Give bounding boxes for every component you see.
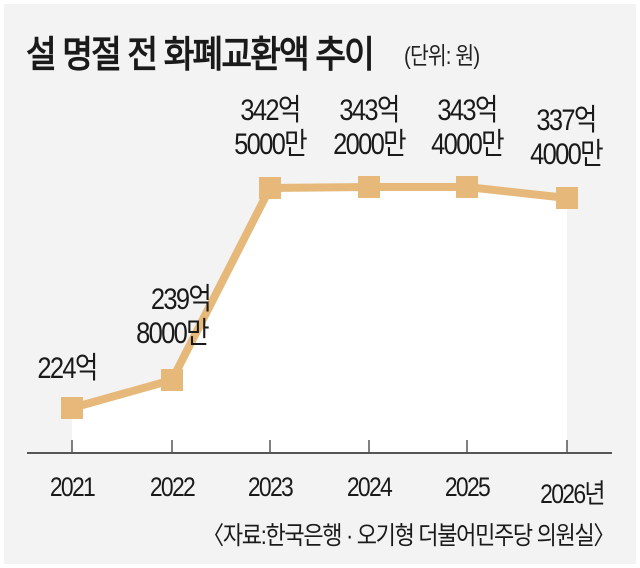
chart-frame: 설 명절 전 화폐교환액 추이 (단위: 원) 224억 239억 8000만 … [4,4,636,564]
data-markers [61,176,578,419]
x-tick-label-2026: 2026년 [540,479,605,509]
x-tick-label-2022: 2022 [149,472,196,502]
area-fill [72,187,567,453]
source-note: 〈자료:한국은행 · 오기형 더불어민주당 의원실〉 [202,522,615,550]
value-label-2022: 239억 8000만 [136,283,212,350]
value-label-2026: 337억 4000만 [530,104,603,171]
value-label-2024: 343억 2000만 [333,94,406,161]
x-ticks [71,440,568,453]
value-label-2025: 343억 4000만 [431,94,504,161]
value-label-2021: 224억 [37,352,98,385]
data-line [70,183,568,412]
x-tick-label-2025: 2025 [444,472,491,502]
x-tick-label-2024: 2024 [346,472,393,502]
chart-title: 설 명절 전 화폐교환액 추이 [26,34,375,75]
x-tick-label-2023: 2023 [247,472,294,502]
value-label-2023: 342억 5000만 [234,94,307,161]
x-tick-label-2021: 2021 [49,472,96,502]
line-chart [27,176,612,454]
unit-label: (단위: 원) [404,43,480,70]
